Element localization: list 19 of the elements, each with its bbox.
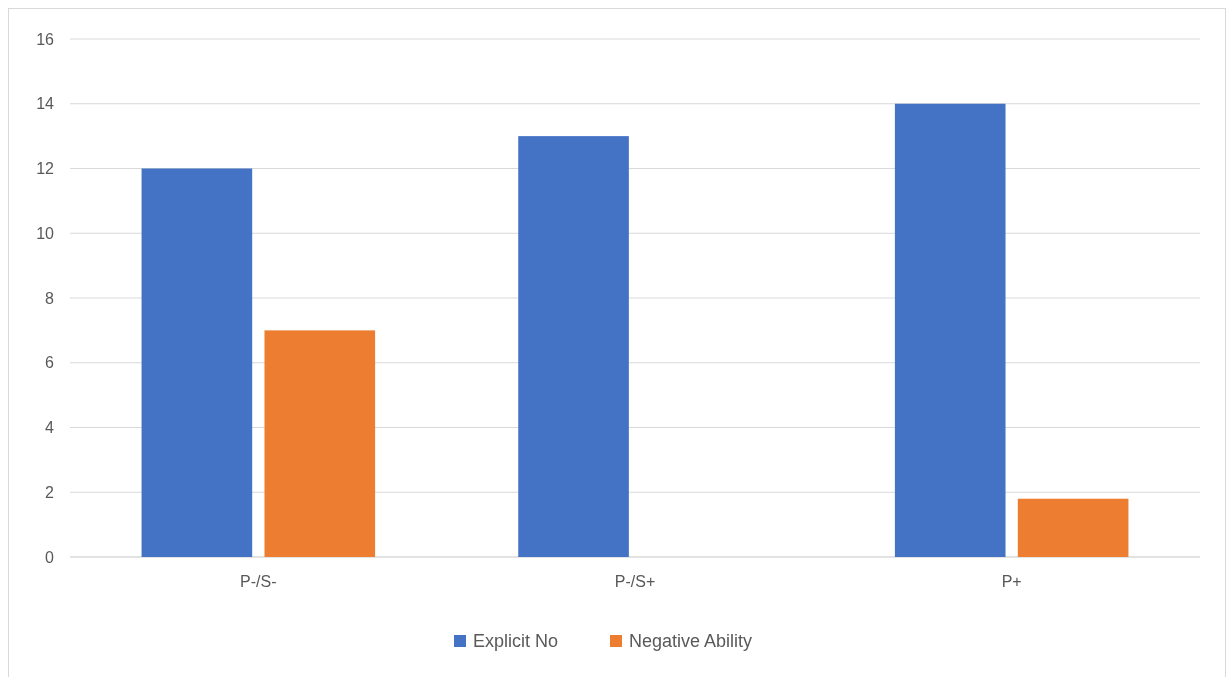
x-tick-label: P-/S+ (614, 573, 656, 590)
y-tick-label: 0 (45, 548, 55, 566)
bar (264, 330, 376, 557)
x-tick-label: P-/S- (240, 573, 277, 590)
y-tick-label: 2 (45, 483, 55, 501)
y-tick-label: 8 (45, 289, 55, 307)
bar (894, 103, 1006, 557)
bar (141, 168, 253, 557)
bar (1017, 498, 1129, 557)
x-tick-label: P+ (1001, 573, 1022, 590)
legend-label: Negative Ability (629, 631, 753, 652)
y-tick-label: 4 (45, 419, 55, 437)
y-tick-label: 10 (36, 224, 55, 242)
y-tick-label: 16 (36, 30, 55, 48)
y-tick-label: 12 (36, 160, 55, 178)
y-tick-label: 6 (45, 354, 55, 372)
y-tick-label: 14 (36, 95, 55, 113)
legend-label: Explicit No (473, 631, 559, 652)
bar (518, 136, 629, 557)
